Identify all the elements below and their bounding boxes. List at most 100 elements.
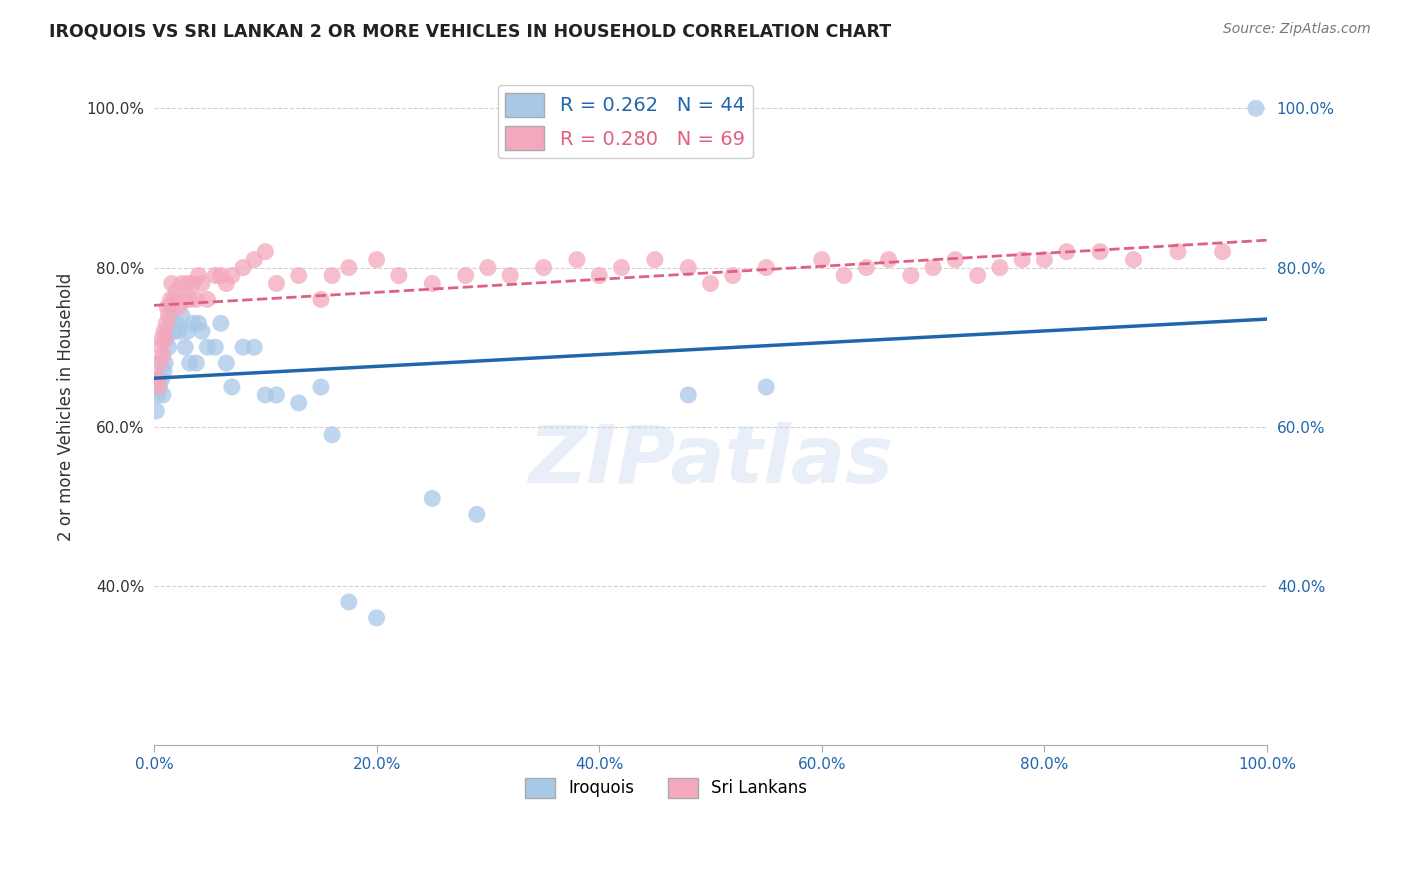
Point [388, 268, 411, 283]
Point [145, 372, 167, 386]
Legend: Iroquois, Sri Lankans: Iroquois, Sri Lankans [519, 771, 814, 805]
Point [204, 340, 226, 354]
Point [420, 277, 443, 291]
Point [922, 260, 945, 275]
Point [187, 268, 209, 283]
Point [191, 277, 214, 291]
Point [146, 388, 169, 402]
Point [966, 268, 988, 283]
Point [186, 356, 208, 370]
Point [148, 380, 170, 394]
Point [156, 324, 179, 338]
Point [420, 491, 443, 506]
Point [499, 268, 522, 283]
Point [321, 427, 343, 442]
Point [755, 260, 778, 275]
Point [321, 268, 343, 283]
Point [1211, 244, 1233, 259]
Point [266, 277, 288, 291]
Point [588, 268, 610, 283]
Point [209, 268, 232, 283]
Point [153, 364, 176, 378]
Point [187, 316, 209, 330]
Point [191, 324, 214, 338]
Point [232, 260, 254, 275]
Point [159, 293, 181, 307]
Point [152, 348, 174, 362]
Point [174, 293, 197, 307]
Point [155, 316, 177, 330]
Point [1011, 252, 1033, 267]
Point [366, 611, 388, 625]
Point [533, 260, 555, 275]
Point [148, 356, 170, 370]
Point [755, 380, 778, 394]
Point [174, 340, 197, 354]
Text: IROQUOIS VS SRI LANKAN 2 OR MORE VEHICLES IN HOUSEHOLD CORRELATION CHART: IROQUOIS VS SRI LANKAN 2 OR MORE VEHICLE… [49, 22, 891, 40]
Point [1088, 244, 1111, 259]
Point [900, 268, 922, 283]
Point [160, 277, 183, 291]
Point [155, 332, 177, 346]
Point [477, 260, 499, 275]
Point [145, 404, 167, 418]
Point [454, 268, 477, 283]
Point [157, 340, 180, 354]
Point [176, 324, 198, 338]
Point [721, 268, 744, 283]
Point [565, 252, 588, 267]
Point [1244, 101, 1267, 115]
Point [153, 332, 176, 346]
Point [254, 388, 277, 402]
Point [163, 324, 186, 338]
Point [1056, 244, 1078, 259]
Point [232, 340, 254, 354]
Point [165, 316, 187, 330]
Point [197, 293, 219, 307]
Point [215, 277, 238, 291]
Point [855, 260, 877, 275]
Point [254, 244, 277, 259]
Text: Source: ZipAtlas.com: Source: ZipAtlas.com [1223, 22, 1371, 37]
Point [150, 332, 173, 346]
Point [149, 340, 172, 354]
Point [157, 309, 180, 323]
Point [287, 396, 309, 410]
Point [170, 277, 193, 291]
Point [176, 277, 198, 291]
Point [163, 293, 186, 307]
Point [699, 277, 721, 291]
Point [287, 268, 309, 283]
Point [149, 356, 172, 370]
Point [186, 293, 208, 307]
Point [811, 252, 834, 267]
Point [1167, 244, 1189, 259]
Y-axis label: 2 or more Vehicles in Household: 2 or more Vehicles in Household [58, 273, 75, 541]
Point [167, 324, 190, 338]
Point [337, 595, 360, 609]
Point [309, 293, 332, 307]
Point [148, 380, 170, 394]
Point [156, 301, 179, 315]
Point [179, 356, 201, 370]
Point [167, 301, 190, 315]
Point [179, 293, 201, 307]
Point [150, 372, 173, 386]
Point [366, 252, 388, 267]
Point [266, 388, 288, 402]
Point [153, 356, 176, 370]
Point [221, 268, 243, 283]
Point [209, 316, 232, 330]
Point [309, 380, 332, 394]
Point [1033, 252, 1056, 267]
Point [153, 324, 176, 338]
Point [644, 252, 666, 267]
Point [1122, 252, 1144, 267]
Point [197, 340, 219, 354]
Point [215, 356, 238, 370]
Point [945, 252, 967, 267]
Point [159, 316, 181, 330]
Point [678, 260, 700, 275]
Point [204, 268, 226, 283]
Point [146, 372, 169, 386]
